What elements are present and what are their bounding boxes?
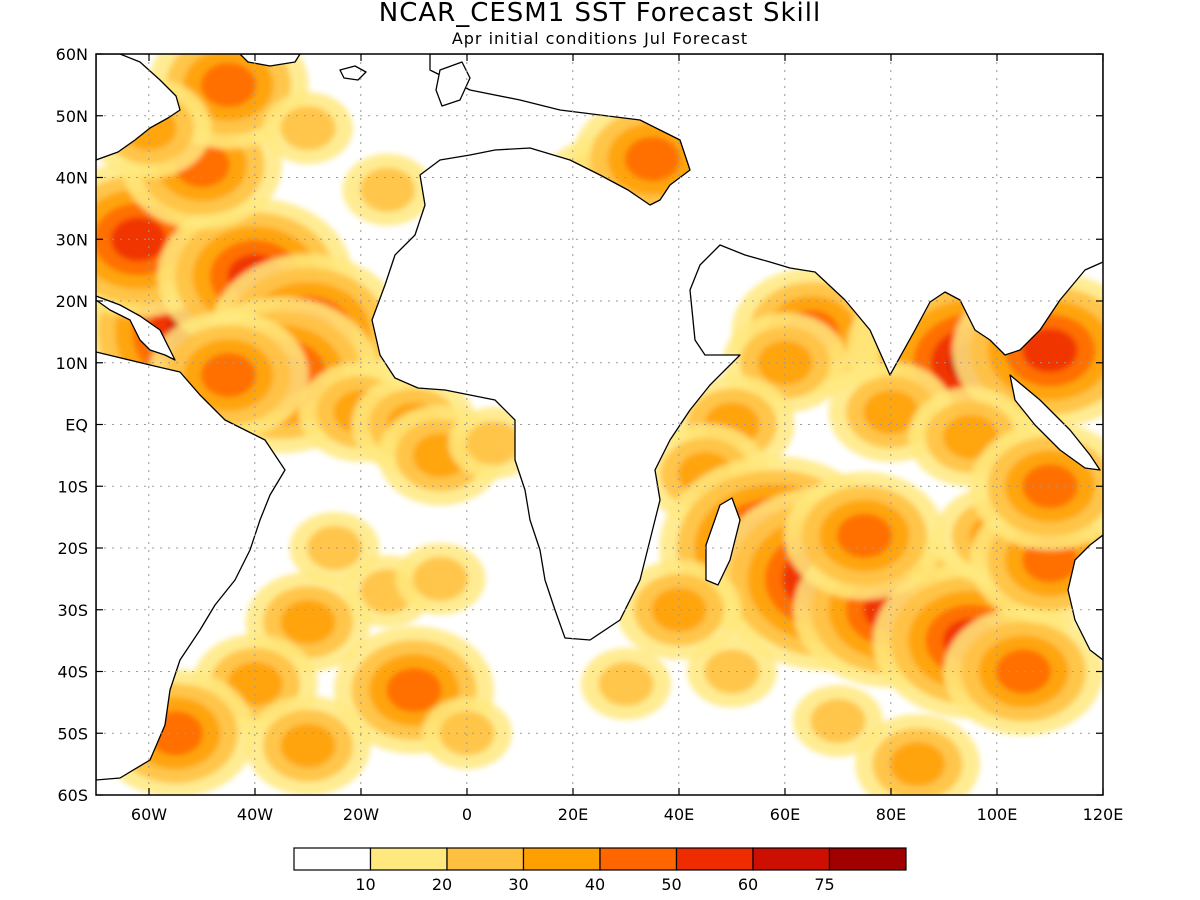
lat-tick-label: 10S: [57, 477, 88, 496]
lat-tick-label: 30N: [56, 230, 88, 249]
graticule: [96, 54, 1103, 795]
skill-blob-2-level-5: [110, 217, 166, 262]
lat-tick-label: 40S: [57, 663, 88, 682]
lon-tick-label: 100E: [977, 805, 1018, 824]
iceland-coast: [339, 65, 367, 81]
map-panel: [95, 53, 1104, 796]
north-america-coast: [96, 54, 181, 161]
skill-blob-20-level-4: [386, 668, 442, 712]
skill-blob-48-level-2: [810, 698, 866, 743]
colorbar-label: 30: [508, 875, 528, 894]
skill-blob-6-level-4: [201, 353, 256, 398]
lon-tick-label: 40E: [664, 805, 694, 824]
skill-blob-34-level-3: [943, 414, 998, 459]
south-america-coast: [96, 351, 286, 781]
skill-blob-18-level-3: [280, 600, 336, 645]
skill-blob-16-level-2: [307, 526, 362, 570]
lat-tick-label: 50S: [57, 724, 88, 743]
skill-blob-44-level-4: [1022, 538, 1078, 583]
lon-tick-label: 80E: [876, 805, 906, 824]
colorbar-swatch-7: [828, 847, 907, 871]
lat-tick-label: 40N: [56, 169, 88, 188]
sumatra-coast: [1009, 374, 1101, 471]
lat-tick-label: 30S: [57, 601, 88, 620]
lat-tick-label: 60N: [56, 45, 88, 64]
lon-tick-label: 60E: [770, 805, 800, 824]
lat-tick-label: 50N: [56, 107, 88, 126]
colorbar-swatch-6: [752, 847, 831, 871]
skill-blob-13-level-2: [280, 106, 336, 151]
skill-blob-42-level-4: [837, 513, 892, 558]
skill-blob-12-level-4: [201, 62, 256, 107]
colorbar-swatch-5: [675, 847, 754, 871]
skill-blob-33-level-3: [863, 390, 919, 435]
colorbar-label: 50: [661, 875, 681, 894]
lon-tick-label: 120E: [1083, 805, 1124, 824]
colorbar-swatch-0: [293, 847, 372, 871]
eurasia-africa-coast: [371, 54, 1103, 641]
colorbar-label: 75: [814, 875, 834, 894]
lon-tick-label: 0: [462, 805, 472, 824]
australia-coast: [1067, 534, 1103, 661]
figure-subtitle: Apr initial conditions Jul Forecast: [452, 29, 748, 48]
skill-blob-47-level-2: [704, 649, 760, 694]
skill-blob-21-level-3: [227, 661, 283, 706]
land-masses: [96, 54, 1103, 781]
colorbar-label: 10: [355, 875, 375, 894]
central-america-coast: [96, 295, 176, 361]
colorbar: 10 20 30 40 50 60 75: [293, 847, 907, 894]
colorbar-swatch-3: [522, 847, 601, 871]
skill-blob-27-level-4: [625, 137, 680, 181]
colorbar-swatch-2: [446, 847, 525, 871]
skill-blob-23-level-3: [280, 723, 336, 768]
lon-tick-label: 20E: [558, 805, 588, 824]
skill-blob-24-level-2: [439, 711, 495, 756]
lon-tick-label: 20W: [343, 805, 379, 824]
lat-tick-label: 20S: [57, 539, 88, 558]
lat-tick-label: EQ: [65, 416, 88, 435]
latitude-axis: 60N 50N 40N 30N 20N 10N EQ 10S 20S 30S 40S 50S 60S: [56, 45, 1103, 805]
lat-tick-label: 20N: [56, 292, 88, 311]
colorbar-label: 60: [738, 875, 758, 894]
skill-blob-19-level-2: [413, 556, 468, 601]
skill-blob-41-level-4: [996, 649, 1051, 694]
colorbar-swatch-1: [369, 847, 448, 871]
lon-tick-label: 60W: [131, 805, 167, 824]
figure-title: NCAR_CESM1 SST Forecast Skill: [379, 0, 821, 28]
skill-blob-46-level-2: [598, 661, 654, 706]
lat-tick-label: 10N: [56, 354, 88, 373]
skill-blob-15-level-2: [360, 167, 415, 212]
lat-tick-label: 60S: [57, 786, 88, 805]
skill-blob-10-level-2: [466, 421, 521, 465]
madagascar-coast: [705, 497, 741, 586]
skill-blob-45-level-3: [651, 587, 707, 632]
skill-blob-32-level-5: [1022, 328, 1078, 373]
colorbar-swatch-4: [599, 847, 678, 871]
british-isles-coast: [435, 61, 471, 107]
skill-blob-49-level-3: [890, 742, 945, 787]
colorbar-label: 40: [585, 875, 605, 894]
longitude-axis: 60W 40W 20W 0 20E 40E 60E 80E 100E 120E: [131, 54, 1123, 824]
colorbar-label: 20: [432, 875, 452, 894]
lon-tick-label: 40W: [237, 805, 273, 824]
